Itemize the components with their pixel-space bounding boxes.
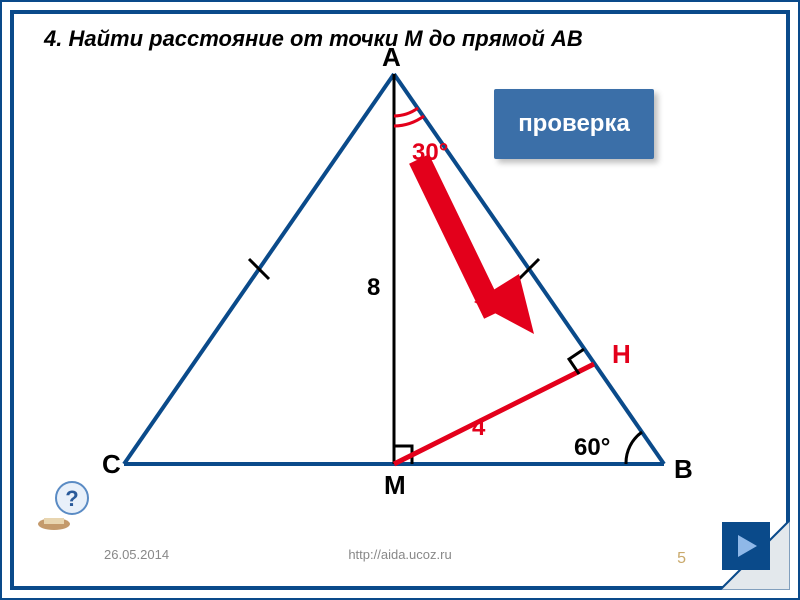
label-A: А xyxy=(382,42,401,73)
footer-date: 26.05.2014 xyxy=(104,547,169,562)
label-C: С xyxy=(102,449,121,480)
next-slide-button[interactable] xyxy=(722,522,770,570)
angle-30: 30° xyxy=(412,139,448,167)
angle-60: 60° xyxy=(574,434,610,462)
angle-arc-B xyxy=(626,432,642,464)
length-AM: 8 xyxy=(367,274,380,302)
angle-arc-A-2 xyxy=(394,116,424,126)
inner-frame: 4. Найти расстояние от точки М до прямой… xyxy=(10,10,790,590)
length-MH: 4 xyxy=(472,414,485,442)
play-icon xyxy=(733,533,759,559)
label-H: Н xyxy=(612,339,631,370)
svg-text:?: ? xyxy=(65,486,78,511)
footer-url: http://aida.ucoz.ru xyxy=(348,547,451,562)
hint-arrow xyxy=(419,159,534,334)
angle-arc-A-1 xyxy=(394,108,418,116)
diagram-svg xyxy=(74,64,714,524)
geometry-diagram: А В С М Н 8 4 30° 60° xyxy=(74,64,714,524)
problem-title: 4. Найти расстояние от точки М до прямой… xyxy=(44,26,583,52)
label-M: М xyxy=(384,470,406,501)
label-B: В xyxy=(674,454,693,485)
slide-content: 4. Найти расстояние от точки М до прямой… xyxy=(14,14,786,586)
help-icon[interactable]: ? xyxy=(34,474,94,534)
segment-MH xyxy=(394,364,594,464)
slide-number: 5 xyxy=(677,550,686,568)
